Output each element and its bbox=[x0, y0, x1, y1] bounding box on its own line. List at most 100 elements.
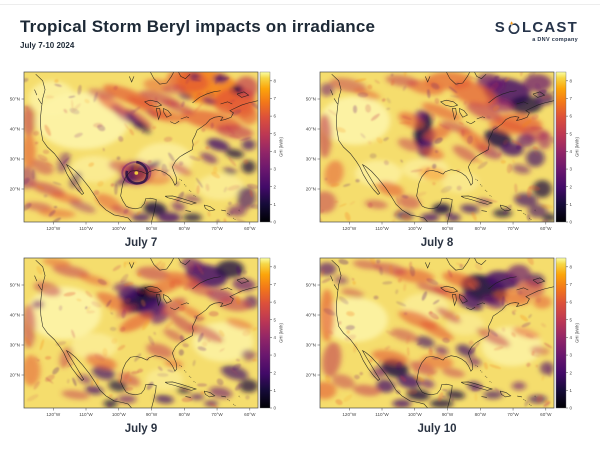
lon-tick-label: 90°W bbox=[146, 412, 158, 417]
colorbar-tick-label: 4 bbox=[570, 149, 573, 154]
irradiance-blob bbox=[371, 367, 386, 379]
irradiance-blob bbox=[163, 328, 185, 342]
irradiance-blob bbox=[322, 341, 342, 377]
lon-tick-label: 120°W bbox=[342, 412, 357, 417]
irradiance-blob bbox=[530, 346, 550, 356]
irradiance-blob bbox=[460, 204, 480, 214]
colorbar-tick-label: 2 bbox=[274, 370, 277, 375]
lon-tick-label: 60°W bbox=[540, 226, 552, 231]
irradiance-blob bbox=[429, 399, 454, 408]
storm-spiral bbox=[125, 160, 149, 185]
irradiance-blob bbox=[42, 258, 71, 268]
lon-tick-label: 110°W bbox=[79, 412, 93, 417]
irradiance-blob bbox=[466, 102, 502, 121]
colorbar-tick-label: 8 bbox=[570, 264, 573, 269]
irradiance-blob bbox=[225, 149, 244, 159]
lon-tick-label: 60°W bbox=[540, 412, 552, 417]
irradiance-blob bbox=[320, 381, 337, 400]
irradiance-blob bbox=[320, 191, 337, 214]
irradiance-blob bbox=[320, 288, 335, 342]
irradiance-blob bbox=[320, 83, 335, 97]
irradiance-map-july-7: 50°N 40°N 30°N 20°N 120°W 110°W 100°W 90°W 80°W 7… bbox=[10, 71, 284, 231]
colorbar-tick-label: 7 bbox=[570, 96, 573, 101]
irradiance-blob bbox=[476, 327, 510, 348]
irradiance-blob bbox=[180, 305, 205, 322]
colorbar-axis-label: GHI (kWh) bbox=[279, 323, 284, 343]
colorbar: 0 1 2 3 4 5 6 7 8 GHI (kWh) bbox=[555, 257, 580, 411]
irradiance-blob bbox=[117, 394, 137, 404]
irradiance-blob bbox=[24, 105, 36, 136]
irradiance-blob bbox=[452, 145, 478, 163]
irradiance-blob bbox=[537, 131, 552, 150]
colorbar-tick-label: 1 bbox=[274, 202, 277, 207]
irradiance-blob bbox=[33, 281, 61, 297]
lon-tick-label: 110°W bbox=[375, 412, 389, 417]
irradiance-blob bbox=[516, 133, 536, 147]
coastlines bbox=[35, 72, 258, 222]
lon-tick-label: 100°W bbox=[112, 412, 127, 417]
colorbar-tick-label: 7 bbox=[274, 96, 277, 101]
solcast-wordmark: S LCAST bbox=[495, 20, 578, 35]
colorbar-axis-label: GHI (kWh) bbox=[575, 137, 580, 157]
irradiance-blob bbox=[509, 96, 543, 114]
lat-tick-label: 50°N bbox=[10, 97, 20, 102]
logo-text-right: LCAST bbox=[522, 19, 578, 36]
irradiance-blob bbox=[59, 346, 73, 368]
irradiance-blob bbox=[432, 203, 452, 215]
irradiance-blob bbox=[61, 390, 90, 400]
colorbar-tick-label: 6 bbox=[570, 114, 573, 119]
colorbar-tick-label: 7 bbox=[570, 282, 573, 287]
irradiance-blob bbox=[155, 394, 174, 404]
lat-tick-label: 50°N bbox=[306, 283, 316, 288]
colorbar: 0 1 2 3 4 5 6 7 8 GHI (kWh) bbox=[259, 257, 284, 411]
irradiance-blob bbox=[24, 355, 41, 386]
colorbar-tick-label: 3 bbox=[274, 167, 277, 172]
colorbar-tick-label: 6 bbox=[274, 114, 277, 119]
lon-tick-label: 60°W bbox=[244, 412, 256, 417]
irradiance-blob bbox=[145, 368, 184, 391]
lat-tick-label: 40°N bbox=[10, 127, 20, 132]
map-border bbox=[319, 257, 555, 409]
coastlines bbox=[35, 258, 258, 408]
irradiance-blob bbox=[239, 379, 258, 393]
colorbar-tick-label: 0 bbox=[274, 220, 277, 225]
lon-tick-label: 110°W bbox=[79, 226, 93, 231]
irradiance-blob bbox=[186, 282, 213, 296]
lat-tick-label: 50°N bbox=[10, 283, 20, 288]
lon-tick-label: 100°W bbox=[112, 226, 127, 231]
tropical-storm-beryl bbox=[121, 160, 152, 185]
irradiance-blob bbox=[157, 212, 181, 222]
irradiance-blob bbox=[423, 126, 451, 142]
storm-eye bbox=[134, 171, 139, 175]
irradiance-blob bbox=[320, 113, 332, 159]
lon-tick-label: 100°W bbox=[408, 226, 423, 231]
colorbar-tick-label: 1 bbox=[274, 388, 277, 393]
irradiance-blob bbox=[162, 85, 186, 95]
colorbar-tick-label: 3 bbox=[570, 353, 573, 358]
irradiance-blob bbox=[416, 282, 448, 296]
irradiance-blob bbox=[111, 205, 134, 217]
irradiance-blob bbox=[218, 297, 251, 312]
irradiance-field bbox=[320, 259, 554, 408]
irradiance-blob bbox=[512, 164, 531, 174]
irradiance-blob bbox=[209, 386, 233, 399]
colorbar-tick-label: 0 bbox=[274, 406, 277, 411]
colorbar-tick-label: 2 bbox=[274, 184, 277, 189]
lat-tick-label: 20°N bbox=[306, 373, 316, 378]
irradiance-blob bbox=[190, 393, 205, 401]
cloud-texture bbox=[24, 74, 258, 222]
sun-icon bbox=[507, 20, 520, 34]
colorbar-tick-label: 3 bbox=[274, 353, 277, 358]
lat-tick-label: 30°N bbox=[306, 157, 316, 162]
lat-tick-label: 30°N bbox=[10, 157, 20, 162]
map-panel-july-10: 50°N 40°N 30°N 20°N 120°W 110°W 100°W 90°W 80°W 7… bbox=[302, 256, 598, 436]
irradiance-blob bbox=[420, 321, 454, 341]
irradiance-blob bbox=[441, 367, 465, 378]
lat-tick-label: 30°N bbox=[306, 343, 316, 348]
irradiance-blob bbox=[320, 262, 337, 276]
irradiance-blob bbox=[459, 128, 490, 153]
irradiance-blob bbox=[241, 349, 256, 361]
irradiance-blob bbox=[352, 384, 381, 397]
page-title: Tropical Storm Beryl impacts on irradian… bbox=[20, 17, 376, 36]
irradiance-blob bbox=[108, 380, 127, 392]
